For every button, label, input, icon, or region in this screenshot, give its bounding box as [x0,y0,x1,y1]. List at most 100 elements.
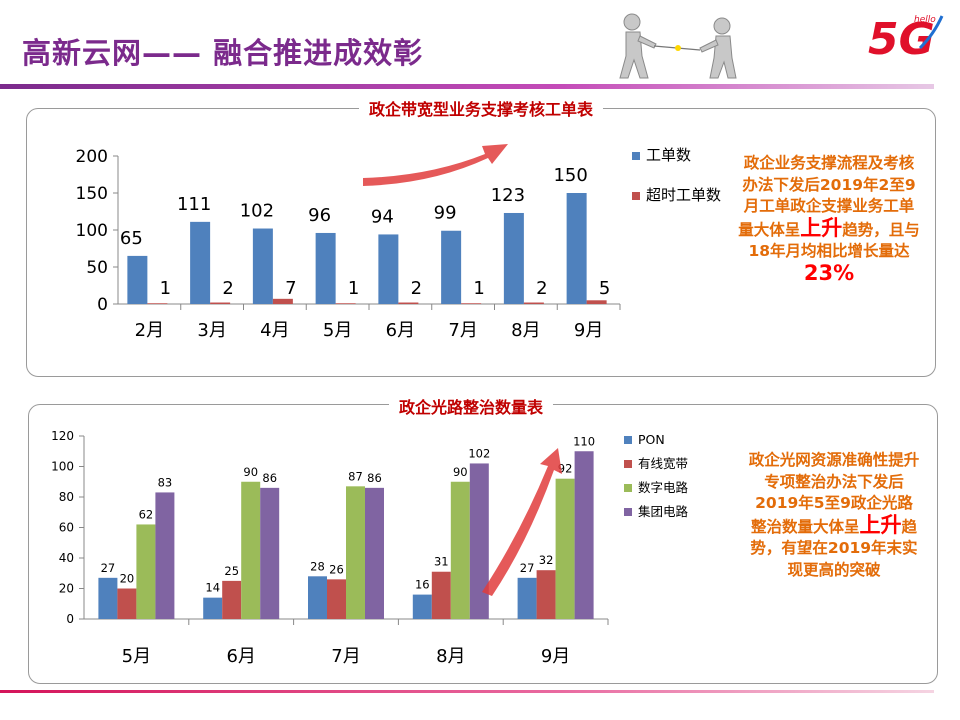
bar-有线宽带 [327,579,346,619]
data-label: 86 [367,471,382,485]
data-label: 31 [434,555,449,569]
y-tick-label: 100 [51,460,74,474]
bar-超时工单数 [523,302,544,304]
bar-工单数 [378,234,399,304]
y-tick-label: 40 [59,551,74,565]
y-tick-label: 200 [76,147,108,167]
x-tick-label: 7月 [448,320,477,341]
trend-arrow-icon [482,448,562,596]
bar-超时工单数 [147,303,168,304]
y-tick-label: 20 [59,582,74,596]
work-orders-note-emphasis: 上升 [800,215,843,240]
data-label: 102 [468,446,490,460]
bar-有线宽带 [222,580,242,619]
data-label: 25 [224,564,239,578]
data-label: 123 [491,185,525,206]
bar-集团电路 [469,463,489,619]
x-tick-label: 6月 [226,646,255,667]
data-label: 62 [139,507,154,521]
bar-数字电路 [450,481,470,619]
data-label: 87 [348,469,363,483]
legend-swatch [632,152,640,160]
data-label: 96 [308,205,331,226]
bar-集团电路 [574,451,594,619]
brand-logo: 5G hello [868,8,948,65]
y-tick-label: 0 [97,295,108,315]
y-tick-label: 150 [76,184,108,204]
bar-集团电路 [365,487,384,619]
x-tick-label: 4月 [260,320,289,341]
y-tick-label: 120 [51,429,74,443]
data-label: 102 [240,201,274,222]
data-label: 32 [539,553,554,567]
data-label: 2 [411,278,422,299]
bar-超时工单数 [586,300,607,304]
data-label: 7 [285,278,296,299]
data-label: 28 [310,559,325,573]
bar-工单数 [315,232,336,304]
bar-有线宽带 [117,588,137,619]
bar-PON [203,597,223,619]
panel-work-orders-title: 政企带宽型业务支撑考核工单表 [358,96,604,120]
optical-routes-note-text-a: 政企光网资源准确性提升专项整治办法下发后2019年5至9政企光路整治数量大体呈 [748,451,920,536]
bar-数字电路 [241,481,261,619]
data-label: 26 [329,562,344,576]
bar-PON [308,576,327,619]
panel-optical-routes-title: 政企光路整治数量表 [388,394,554,418]
bar-工单数 [252,228,273,304]
optical-routes-note-text-b: 趋势，有望在2019年末实现更高的突破 [750,517,918,579]
data-label: 2 [222,278,233,299]
bar-集团电路 [155,492,175,619]
work-orders-note-percent: 23% [803,260,855,285]
x-tick-label: 9月 [574,320,603,341]
y-tick-label: 60 [59,521,74,535]
bar-超时工单数 [461,303,482,304]
legend-swatch [624,436,632,444]
bar-有线宽带 [536,570,556,619]
legend-swatch [624,484,632,492]
data-label: 20 [120,572,135,586]
bar-PON [98,577,118,619]
data-label: 5 [599,278,610,299]
bar-工单数 [127,255,148,304]
legend-label: 有线宽带 [638,456,688,471]
bar-工单数 [190,221,211,304]
x-tick-label: 6月 [386,320,415,341]
work-orders-note-text-a: 政企业务支撑流程及考核办法下发后2019年2至9月工单政企支撑业务工单量大体呈 [738,154,916,239]
trend-arrow-icon [363,144,508,186]
optical-routes-note-emphasis: 上升 [859,512,902,537]
data-label: 99 [434,203,457,224]
data-label: 14 [205,581,220,595]
page-title: 高新云网—— 融合推进成效彰 [22,36,424,70]
work-orders-note-text-b: 趋势，且与18年月均相比增长量达 [748,220,920,261]
y-tick-label: 50 [86,258,108,278]
y-tick-label: 100 [76,221,108,241]
data-label: 110 [573,434,595,448]
bar-有线宽带 [431,571,451,619]
data-label: 90 [453,465,468,479]
legend-label: 超时工单数 [646,186,721,204]
logo-sub: hello [914,15,936,25]
legend-label: 工单数 [646,146,691,164]
footer-divider [0,690,934,693]
x-tick-label: 9月 [541,646,570,667]
x-tick-label: 8月 [436,646,465,667]
legend-label: 集团电路 [638,504,689,519]
x-tick-label: 7月 [331,646,360,667]
legend-swatch [624,460,632,468]
legend-swatch [624,508,632,516]
left-figure-icon [619,13,657,79]
data-label: 111 [177,194,211,215]
data-label: 86 [262,471,277,485]
bar-PON [412,594,432,619]
bar-超时工单数 [398,302,419,304]
legend-label: PON [638,432,665,447]
bar-数字电路 [555,478,575,619]
data-label: 1 [160,278,171,299]
legend-swatch [632,192,640,200]
optical-routes-chart: 0 20 40 60 80 100 120 5月 27 20 62 83 6月 14 25 90 86 7月 28 2… [51,429,689,667]
bar-工单数 [503,212,524,304]
bar-超时工单数 [272,298,293,304]
legend-label: 数字电路 [638,480,689,495]
y-tick-label: 0 [66,612,74,626]
